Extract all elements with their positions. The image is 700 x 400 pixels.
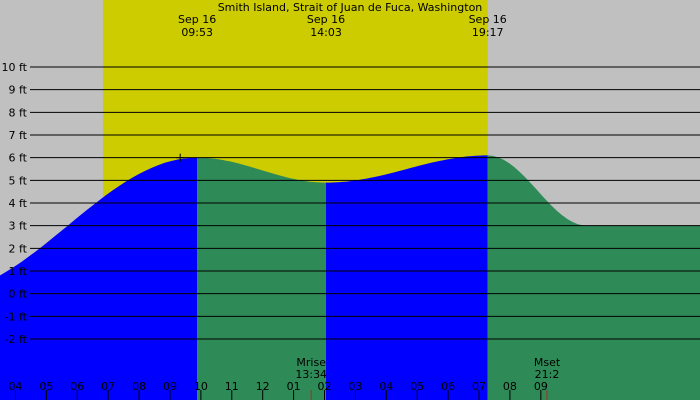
y-tick-label: 6 ft <box>9 152 28 165</box>
x-tick-label: 11 <box>225 380 239 393</box>
x-tick-label: 06 <box>70 380 84 393</box>
y-tick-label: 2 ft <box>9 242 28 255</box>
y-tick-label: 9 ft <box>9 84 28 97</box>
moon-event-time: 21:2 <box>535 368 560 381</box>
tide-time-label: 14:03 <box>310 26 342 39</box>
y-tick-label: 7 ft <box>9 129 28 142</box>
y-tick-label: 0 ft <box>9 288 28 301</box>
y-tick-label: 8 ft <box>9 106 28 119</box>
y-tick-label: -2 ft <box>5 333 28 346</box>
moon-event-label: Mset <box>534 356 561 369</box>
tide-date-label: Sep 16 <box>307 13 345 26</box>
x-tick-label: 05 <box>39 380 53 393</box>
y-tick-label: 1 ft <box>9 265 28 278</box>
y-tick-label: 3 ft <box>9 220 28 233</box>
x-tick-label: 09 <box>534 380 548 393</box>
tide-time-label: 09:53 <box>181 26 213 39</box>
moon-event-label: Mrise <box>296 356 326 369</box>
x-tick-label: 01 <box>287 380 301 393</box>
x-tick-label: 07 <box>472 380 486 393</box>
x-tick-label: 12 <box>256 380 270 393</box>
tide-date-label: Sep 16 <box>469 13 507 26</box>
y-tick-label: 5 ft <box>9 174 28 187</box>
y-tick-label: -1 ft <box>5 310 28 323</box>
chart-title: Smith Island, Strait of Juan de Fuca, Wa… <box>218 1 483 14</box>
x-tick-label: 08 <box>132 380 146 393</box>
tide-date-label: Sep 16 <box>178 13 216 26</box>
x-tick-label: 03 <box>348 380 362 393</box>
rising-tide-segment <box>326 155 488 400</box>
x-tick-label: 07 <box>101 380 115 393</box>
x-tick-label: 08 <box>503 380 517 393</box>
x-tick-label: 10 <box>194 380 208 393</box>
x-tick-label: 06 <box>441 380 455 393</box>
x-tick-label: 09 <box>163 380 177 393</box>
x-tick-label: 04 <box>8 380 22 393</box>
x-tick-label: 02 <box>318 380 332 393</box>
y-tick-label: 4 ft <box>9 197 28 210</box>
y-tick-label: 10 ft <box>2 61 28 74</box>
x-tick-label: 04 <box>379 380 393 393</box>
tide-time-label: 19:17 <box>472 26 504 39</box>
moon-event-time: 13:34 <box>295 368 327 381</box>
x-tick-label: 05 <box>410 380 424 393</box>
